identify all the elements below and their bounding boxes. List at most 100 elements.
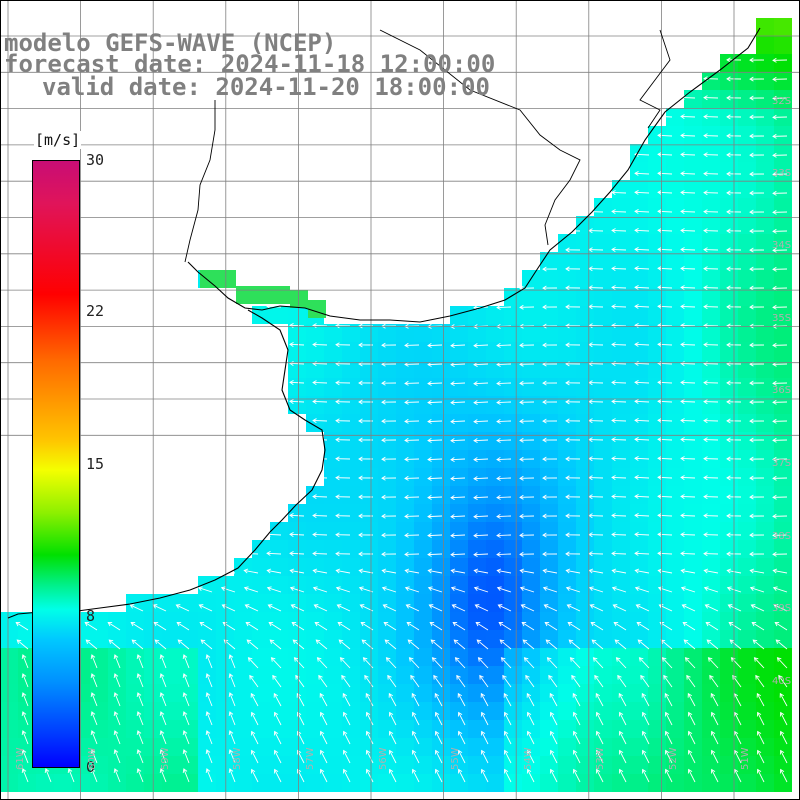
wind-vector-head bbox=[107, 622, 113, 627]
wind-vector-head bbox=[496, 551, 501, 557]
wind-speed-cell bbox=[324, 594, 342, 612]
wind-speed-cell bbox=[414, 612, 432, 630]
wind-vector-head bbox=[480, 749, 486, 755]
wind-vector-head bbox=[83, 604, 89, 609]
wind-vector-head bbox=[680, 323, 685, 328]
wind-speed-cell bbox=[306, 774, 324, 792]
wind-vector-head bbox=[710, 730, 716, 736]
wind-speed-cell bbox=[720, 72, 738, 90]
wind-vector bbox=[611, 514, 627, 517]
wind-vector bbox=[427, 363, 443, 366]
wind-speed-cell bbox=[90, 702, 108, 720]
wind-vector-head bbox=[634, 418, 639, 423]
wind-speed-cell bbox=[612, 216, 630, 234]
wind-speed-cell bbox=[648, 702, 666, 720]
wind-vector-head bbox=[228, 711, 234, 717]
wind-speed-cell bbox=[774, 414, 792, 432]
wind-speed-cell bbox=[324, 522, 342, 540]
wind-speed-cell bbox=[756, 504, 774, 522]
colorbar-tick-8: 8 bbox=[86, 607, 96, 625]
wind-vector-head bbox=[358, 551, 363, 557]
wind-speed-cell bbox=[774, 738, 792, 756]
wind-vector-head bbox=[565, 513, 570, 519]
wind-speed-cell bbox=[468, 702, 486, 720]
wind-vector bbox=[108, 639, 121, 650]
wind-vector-head bbox=[703, 209, 708, 215]
wind-speed-cell bbox=[360, 558, 378, 576]
wind-vector bbox=[289, 343, 305, 346]
wind-vector-head bbox=[473, 457, 478, 462]
wind-vector-head bbox=[404, 342, 409, 348]
wind-vector bbox=[268, 622, 282, 631]
wind-speed-cell bbox=[558, 252, 576, 270]
wind-speed-cell bbox=[720, 702, 738, 720]
wind-speed-cell bbox=[0, 720, 18, 738]
wind-vector-head bbox=[289, 380, 294, 385]
wind-speed-cell bbox=[720, 342, 738, 360]
wind-speed-cell bbox=[540, 522, 558, 540]
wind-vector-head bbox=[205, 654, 211, 660]
wind-vector-head bbox=[113, 711, 119, 717]
wind-vector-head bbox=[228, 673, 234, 679]
wind-speed-cell bbox=[720, 666, 738, 684]
wind-speed-cell bbox=[738, 396, 756, 414]
wind-speed-cell bbox=[306, 594, 324, 612]
wind-vector-head bbox=[477, 657, 483, 662]
wind-speed-cell bbox=[756, 522, 774, 540]
wind-speed-cell bbox=[684, 540, 702, 558]
wind-vector-head bbox=[542, 551, 547, 557]
wind-vector-head bbox=[772, 76, 777, 82]
river-line bbox=[184, 100, 216, 263]
wind-vector-head bbox=[404, 513, 409, 519]
wind-speed-cell bbox=[306, 738, 324, 756]
wind-vector bbox=[474, 569, 489, 574]
wind-speed-cell bbox=[216, 684, 234, 702]
wind-speed-cell bbox=[756, 54, 774, 72]
wind-speed-cell bbox=[342, 666, 360, 684]
wind-vector bbox=[685, 657, 696, 669]
wind-speed-cell bbox=[702, 324, 720, 342]
wind-vector-head bbox=[381, 342, 386, 348]
wind-speed-cell bbox=[522, 720, 540, 738]
wind-speed-cell bbox=[774, 90, 792, 108]
wind-vector-head bbox=[335, 494, 340, 500]
wind-speed-cell bbox=[666, 198, 684, 216]
wind-vector bbox=[455, 657, 466, 669]
wind-vector bbox=[750, 587, 765, 593]
lat-label-34s: 34S bbox=[772, 240, 792, 251]
wind-vector-head bbox=[319, 711, 325, 717]
wind-vector bbox=[453, 639, 466, 650]
wind-vector bbox=[160, 730, 167, 745]
wind-speed-cell bbox=[360, 522, 378, 540]
wind-speed-cell bbox=[720, 144, 738, 162]
wind-vector bbox=[479, 675, 489, 688]
wind-speed-cell bbox=[234, 666, 252, 684]
wind-vector-head bbox=[496, 513, 501, 519]
wind-vector-head bbox=[749, 228, 754, 234]
wind-speed-cell bbox=[684, 198, 702, 216]
wind-vector-head bbox=[289, 586, 295, 591]
wind-vector-head bbox=[159, 692, 165, 698]
wind-vector-head bbox=[450, 381, 455, 386]
wind-speed-cell bbox=[450, 702, 468, 720]
wind-vector-head bbox=[131, 639, 137, 644]
wind-vector bbox=[498, 604, 512, 612]
wind-vector-head bbox=[680, 171, 685, 176]
wind-vector-head bbox=[750, 604, 756, 609]
wind-vector-head bbox=[611, 437, 616, 442]
wind-speed-cell bbox=[306, 504, 324, 522]
wind-speed-cell bbox=[414, 648, 432, 666]
wind-vector-head bbox=[136, 692, 142, 698]
wind-speed-cell bbox=[486, 486, 504, 504]
wind-vector bbox=[496, 534, 512, 537]
wind-vector bbox=[496, 458, 512, 461]
wind-speed-cell bbox=[558, 432, 576, 450]
wind-vector-head bbox=[657, 437, 662, 442]
wind-speed-cell bbox=[504, 468, 522, 486]
wind-vector bbox=[473, 363, 489, 366]
wind-speed-cell bbox=[666, 414, 684, 432]
wind-speed-cell bbox=[468, 576, 486, 594]
wind-speed-cell bbox=[468, 594, 486, 612]
wind-speed-cell bbox=[594, 594, 612, 612]
wind-speed-cell bbox=[666, 306, 684, 324]
